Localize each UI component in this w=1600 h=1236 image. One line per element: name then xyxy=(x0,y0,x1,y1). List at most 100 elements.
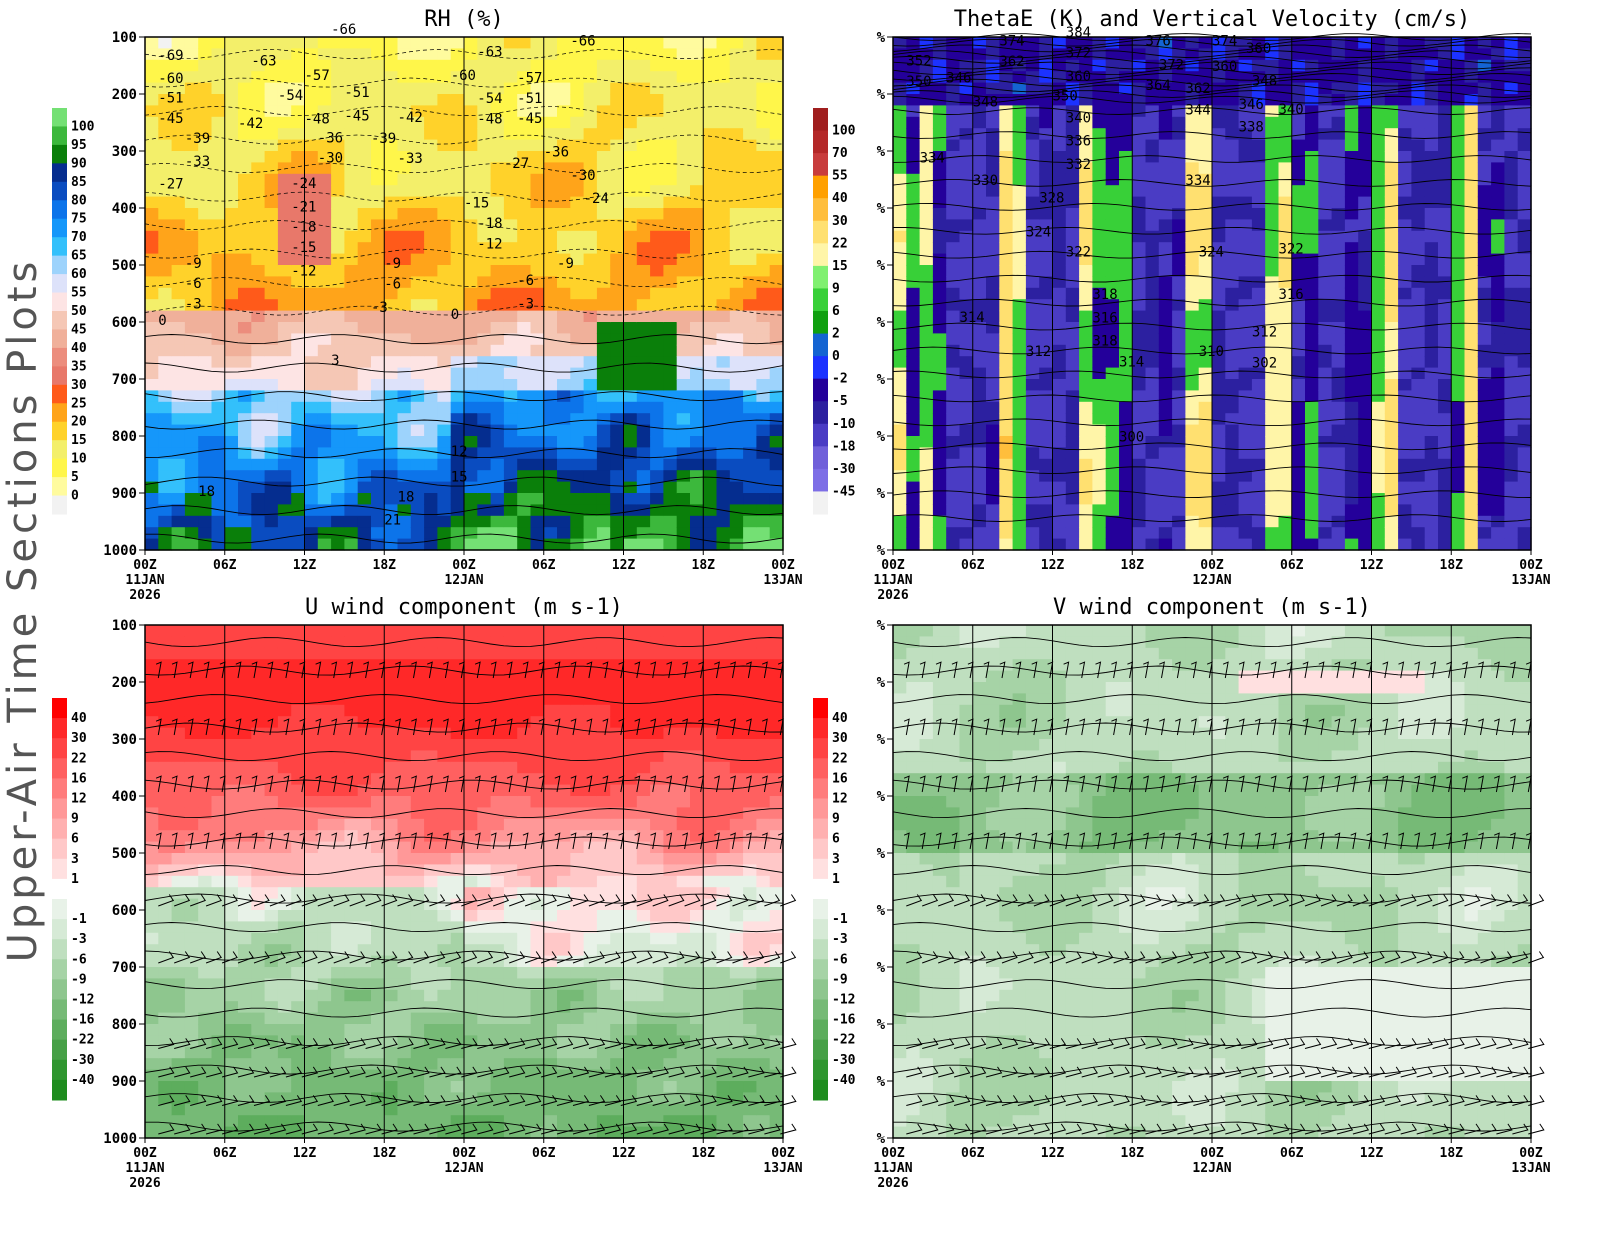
contour-cell xyxy=(490,151,505,163)
contour-cell xyxy=(464,367,478,380)
contour-cell xyxy=(464,481,478,494)
contour-cell xyxy=(1504,333,1519,346)
contour-cell xyxy=(1451,481,1466,494)
contour-cell xyxy=(1158,322,1173,334)
contour-cell xyxy=(1132,299,1147,312)
contour-cell xyxy=(410,139,425,152)
contour-cell xyxy=(211,48,226,61)
contour-cell xyxy=(371,367,385,380)
y-tick-label: 200 xyxy=(112,87,137,103)
contour-cell xyxy=(384,493,399,505)
contour-cell xyxy=(676,390,691,403)
contour-cell xyxy=(1172,219,1186,232)
contour-cell xyxy=(1145,94,1160,106)
contour-cell xyxy=(331,424,345,437)
contour-cell xyxy=(530,242,545,255)
contour-label: -30 xyxy=(570,168,595,184)
contour-cell xyxy=(1344,356,1359,369)
contour-cell xyxy=(357,424,372,437)
contour-cell xyxy=(464,185,478,198)
contour-label: 338 xyxy=(1239,119,1264,135)
contour-cell xyxy=(1132,458,1147,471)
contour-cell xyxy=(530,470,545,483)
contour-cell xyxy=(238,447,252,460)
contour-cell xyxy=(650,128,664,141)
contour-cell xyxy=(1424,287,1439,300)
contour-cell xyxy=(596,538,611,551)
contour-cell xyxy=(371,481,385,494)
contour-cell xyxy=(1491,424,1505,437)
contour-cell xyxy=(238,659,252,672)
contour-cell xyxy=(211,493,226,505)
contour-cell xyxy=(477,538,492,551)
contour-cell xyxy=(1331,344,1346,357)
contour-cell xyxy=(530,447,545,460)
contour-cell xyxy=(1291,265,1306,277)
contour-cell xyxy=(1438,390,1452,403)
contour-cell xyxy=(331,470,345,483)
contour-cell xyxy=(357,151,372,163)
contour-cell xyxy=(371,424,385,437)
contour-cell xyxy=(729,379,744,391)
contour-cell xyxy=(999,504,1014,517)
contour-cell xyxy=(1278,527,1293,540)
contour-cell xyxy=(1119,128,1133,141)
contour-cell xyxy=(999,379,1014,391)
contour-cell xyxy=(1079,265,1093,277)
contour-cell xyxy=(893,493,907,505)
contour-cell xyxy=(946,527,961,540)
contour-cell xyxy=(171,1115,186,1128)
contour-cell xyxy=(291,116,306,129)
contour-cell xyxy=(344,538,359,551)
contour-cell xyxy=(371,493,385,505)
contour-cell xyxy=(1358,447,1373,460)
contour-cell xyxy=(1145,424,1160,437)
contour-cell xyxy=(1464,504,1479,517)
x-tick-label: 00Z xyxy=(771,558,795,573)
contour-cell xyxy=(490,481,505,494)
colorbar-label: 65 xyxy=(71,249,87,264)
contour-cell xyxy=(211,727,226,740)
contour-cell xyxy=(1424,173,1439,186)
contour-cell xyxy=(238,116,252,129)
contour-cell xyxy=(371,287,385,300)
contour-cell xyxy=(583,265,598,277)
contour-cell xyxy=(769,538,784,551)
contour-cell xyxy=(397,185,412,198)
contour-cell xyxy=(1012,504,1027,517)
contour-cell xyxy=(986,128,1000,141)
contour-cell xyxy=(1331,470,1346,483)
contour-cell xyxy=(1305,151,1319,163)
contour-cell xyxy=(1384,333,1399,346)
contour-cell xyxy=(384,390,399,403)
contour-cell xyxy=(663,59,678,72)
contour-cell xyxy=(291,527,306,540)
contour-cell xyxy=(450,116,465,129)
contour-cell xyxy=(277,299,292,312)
contour-cell xyxy=(184,944,199,957)
contour-cell xyxy=(158,1001,173,1014)
contour-cell xyxy=(1105,287,1120,300)
contour-cell xyxy=(1065,447,1080,460)
contour-cell xyxy=(650,333,664,346)
contour-cell xyxy=(171,356,186,369)
contour-cell xyxy=(198,1126,213,1139)
contour-cell xyxy=(317,253,332,266)
contour-cell xyxy=(171,139,186,152)
contour-cell xyxy=(1318,242,1333,255)
contour-cell xyxy=(690,401,704,414)
contour-cell xyxy=(211,1058,226,1071)
contour-cell xyxy=(623,276,638,289)
colorbar-label: 10 xyxy=(71,452,87,467)
contour-cell xyxy=(410,116,425,129)
contour-cell xyxy=(224,230,239,243)
contour-cell xyxy=(251,82,266,95)
contour-cell xyxy=(1119,356,1133,369)
contour-cell xyxy=(437,242,452,255)
contour-cell xyxy=(1371,458,1386,471)
contour-cell xyxy=(570,356,585,369)
contour-cell xyxy=(1225,470,1240,483)
contour-cell xyxy=(1344,515,1359,528)
contour-cell xyxy=(317,515,332,528)
contour-cell xyxy=(703,59,718,72)
